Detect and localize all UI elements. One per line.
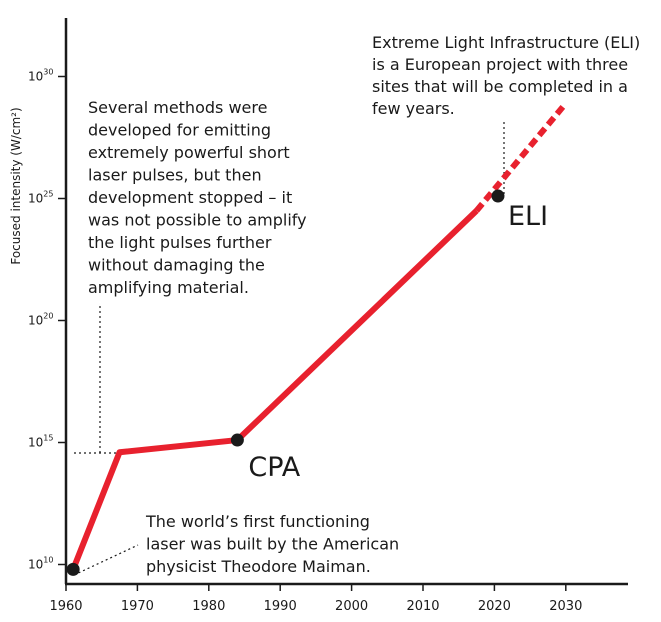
- y-tick-label: 1030: [28, 68, 53, 84]
- annotation-line: Extreme Light Infrastructure (ELI): [372, 33, 640, 52]
- point-label-eli: ELI: [508, 201, 548, 232]
- annotation-line: is a European project with three: [372, 55, 628, 74]
- annotation-line: physicist Theodore Maiman.: [146, 557, 371, 576]
- y-tick-label: 1010: [28, 556, 53, 572]
- annotation-line: Several methods were: [88, 98, 267, 117]
- annotation-line: laser was built by the American: [146, 535, 399, 554]
- dotted-guide: [73, 544, 139, 576]
- annotation-line: without damaging the: [88, 256, 265, 275]
- x-tick-label: 2010: [406, 599, 439, 614]
- annotation-line: the light pulses further: [88, 233, 272, 252]
- y-tick-exponent: 30: [43, 68, 53, 77]
- annotation-line: laser pulses, but then: [88, 166, 262, 185]
- point-label-cpa: CPA: [248, 452, 300, 483]
- projected-series-line: [474, 101, 569, 213]
- annotation-line: The world’s first functioning: [145, 512, 370, 531]
- annotation-line: sites that will be completed in a: [372, 77, 628, 96]
- y-tick-label: 1025: [28, 190, 53, 206]
- annotation-methods: Several methods were developed for emitti…: [88, 98, 307, 297]
- x-tick-label: 1980: [192, 599, 225, 614]
- x-tick-label: 2030: [549, 599, 582, 614]
- annotation-guides: [73, 120, 505, 576]
- y-axis-title: Focused intensity (W/cm²): [9, 107, 23, 264]
- y-tick-label: 1020: [28, 312, 53, 328]
- y-tick-exponent: 15: [43, 434, 53, 443]
- annotation-line: developed for emitting: [88, 121, 271, 140]
- annotation-line: development stopped – it: [88, 188, 292, 207]
- x-tick-label: 1970: [121, 599, 154, 614]
- annotation-line: extremely powerful short: [88, 143, 290, 162]
- data-point-marker: [66, 562, 80, 576]
- annotation-first-laser: The world’s first functioning laser was b…: [145, 512, 399, 576]
- y-tick-exponent: 10: [43, 556, 53, 565]
- y-tick-label: 1015: [28, 434, 53, 450]
- data-point-marker: [230, 433, 244, 447]
- x-tick-label: 1960: [49, 599, 82, 614]
- annotation-eli: Extreme Light Infrastructure (ELI) is a E…: [372, 33, 640, 118]
- annotation-line: amplifying material.: [88, 278, 249, 297]
- labels-group: CPA ELI The world’s first functioning laser…: [88, 33, 640, 576]
- annotation-line: few years.: [372, 99, 455, 118]
- intensity-series-line: [70, 208, 479, 571]
- annotation-line: was not possible to amplify: [88, 211, 307, 230]
- series-group: [70, 101, 569, 571]
- x-tick-label: 1990: [264, 599, 297, 614]
- y-tick-exponent: 20: [43, 312, 53, 321]
- x-tick-label: 2000: [335, 599, 368, 614]
- markers-group: [66, 189, 505, 576]
- data-point-marker: [491, 189, 505, 203]
- x-tick-label: 2020: [478, 599, 511, 614]
- y-tick-exponent: 25: [43, 190, 53, 199]
